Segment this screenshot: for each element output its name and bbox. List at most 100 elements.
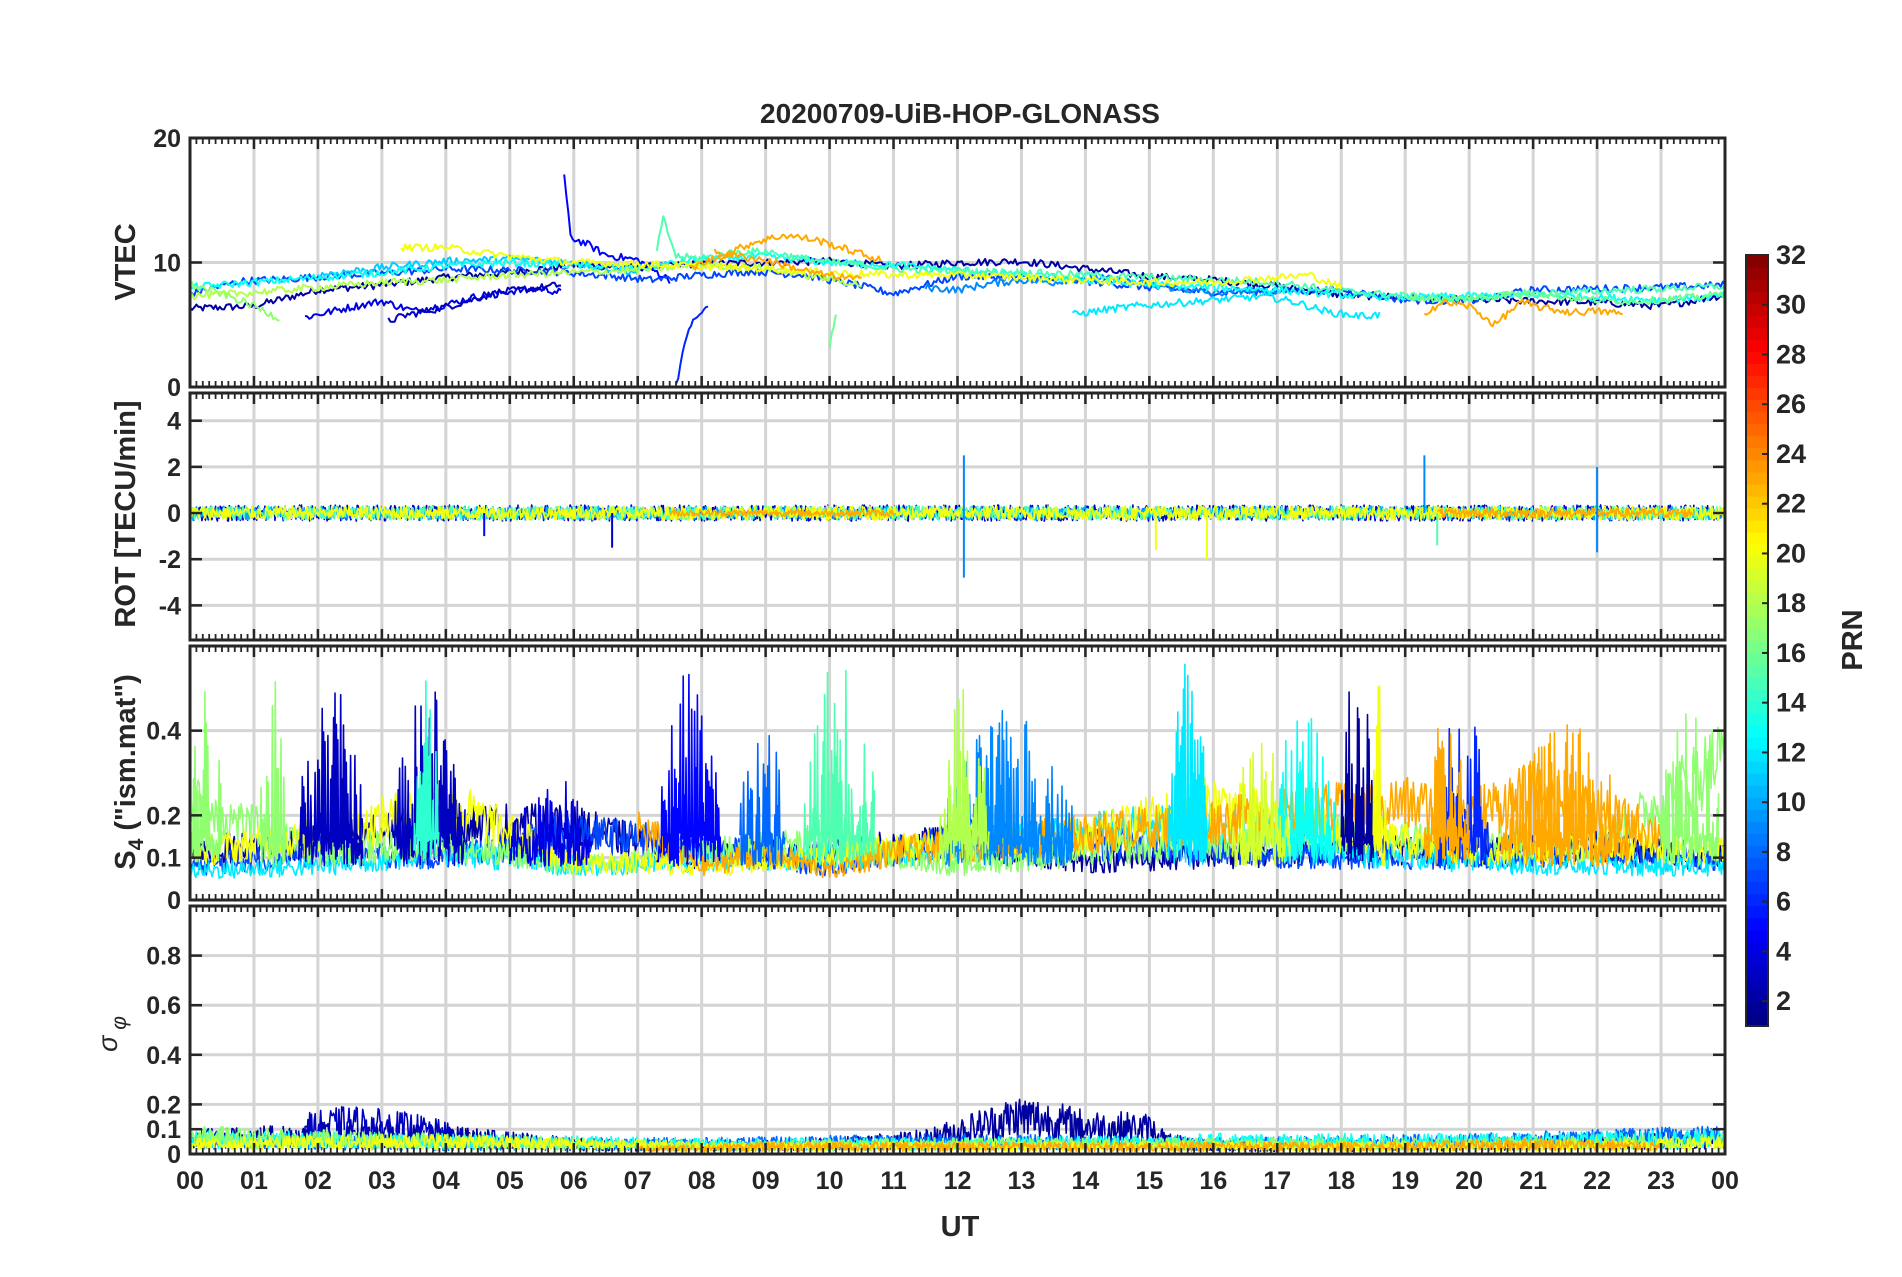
colorbar-swatch (1746, 592, 1768, 605)
xtick-label: 06 (560, 1167, 588, 1195)
colorbar-swatch (1746, 471, 1768, 485)
xtick-label: 10 (816, 1167, 844, 1195)
s4-burst-prn15 (803, 669, 876, 866)
s4-burst-prn17 (190, 690, 223, 863)
colorbar-swatch (1746, 351, 1768, 365)
xtick-label: 00 (1711, 1167, 1739, 1195)
colorbar-tick-label: 14 (1776, 688, 1806, 718)
xtick-label: 05 (496, 1167, 524, 1195)
colorbar-tick-label: 6 (1776, 887, 1791, 917)
xtick-label: 22 (1583, 1167, 1611, 1195)
ytick-label-sigma_phi: 0 (167, 1141, 181, 1169)
colorbar-swatch (1746, 905, 1768, 919)
s4-burst-prn4 (509, 780, 594, 867)
vtec-series-prn23 (1423, 298, 1623, 328)
colorbar-swatch (1746, 399, 1768, 413)
colorbar-swatch (1746, 411, 1768, 425)
colorbar-swatch (1746, 640, 1768, 654)
colorbar-tick-label: 26 (1776, 389, 1806, 419)
colorbar-swatch (1746, 797, 1768, 810)
colorbar-swatch (1746, 483, 1768, 497)
colorbar-swatch (1746, 953, 1768, 967)
colorbar-swatch (1746, 423, 1768, 437)
colorbar-swatch (1746, 628, 1768, 642)
xtick-label: 18 (1327, 1167, 1355, 1195)
s4-burst-prn17 (1660, 713, 1720, 867)
s4-burst-prn12 (1167, 663, 1208, 867)
vtec-series-prn23 (688, 233, 882, 271)
colorbar-swatch (1746, 568, 1768, 581)
ytick-label-vtec: 10 (153, 250, 181, 278)
xtick-label: 12 (944, 1167, 972, 1195)
colorbar-swatch (1746, 387, 1768, 401)
colorbar-swatch (1746, 881, 1768, 895)
ytick-label-rot: -2 (159, 546, 181, 574)
xtick-label: 08 (688, 1167, 716, 1195)
xtick-label: 21 (1519, 1167, 1547, 1195)
vtec-series-prn16 (1404, 288, 1725, 306)
colorbar-swatch (1746, 869, 1768, 883)
frame-sigma_phi (188, 904, 1727, 1156)
xtick-label: 09 (752, 1167, 780, 1195)
xtick-label: 17 (1263, 1167, 1291, 1195)
colorbar-swatch (1746, 965, 1768, 979)
colorbar-swatch (1746, 339, 1768, 352)
ytick-label-s4: 0.1 (146, 845, 181, 873)
colorbar-swatch (1746, 664, 1768, 678)
s4-series-prn23 (636, 761, 1662, 879)
xlabel: UT (941, 1211, 980, 1243)
colorbar-tick-label: 20 (1776, 538, 1806, 568)
vtec-series-prn20 (400, 243, 1343, 290)
colorbar-swatch (1746, 712, 1768, 726)
ylabel-sigma: σ (93, 1034, 123, 1052)
ytick-label-rot: 4 (167, 408, 181, 436)
s4-burst-prn8 (739, 734, 786, 867)
colorbar-swatch (1746, 604, 1768, 618)
colorbar-tick-label: 22 (1776, 489, 1806, 519)
colorbar-swatch (1746, 893, 1768, 907)
ytick-label-s4: 0 (167, 887, 181, 915)
colorbar-swatch (1746, 327, 1768, 340)
xtick-label: 16 (1199, 1167, 1227, 1195)
rot-series-prn23 (1437, 507, 1694, 519)
rot-series-prn20 (190, 505, 1725, 521)
chart-title: 20200709-UiB-HOP-GLONASS (760, 98, 1160, 129)
ytick-label-sigma_phi: 0.2 (146, 1091, 181, 1119)
colorbar-tick-label: 18 (1776, 588, 1806, 618)
panel-rot: -4 -2 0 2 4 (159, 391, 1727, 642)
ytick-label-sigma_phi: 0.1 (146, 1116, 181, 1144)
colorbar-swatch (1746, 532, 1768, 545)
panel-s4: 0 0.1 0.2 0.4 (146, 644, 1727, 915)
rot-series-prn15 (190, 505, 1725, 521)
panel-sigma-phi: 00.10.2 0.4 0.6 0.8 00 01 02 03 04 05 06 07 08 09 10 11… (146, 904, 1739, 1195)
colorbar-swatch (1746, 652, 1768, 666)
colorbar-swatch (1746, 977, 1768, 991)
ytick-label-s4: 0.4 (146, 718, 181, 746)
data-vtec (190, 174, 1725, 385)
s4-burst-prn18 (937, 688, 991, 865)
data-rot (190, 455, 1725, 578)
xtick-label: 20 (1455, 1167, 1483, 1195)
s4-burst-prn17 (259, 680, 287, 867)
colorbar-swatch (1746, 676, 1768, 690)
colorbar-swatch (1746, 291, 1768, 304)
colorbar-swatch (1746, 736, 1768, 750)
vtec-series-prn11 (317, 254, 639, 280)
ytick-label-s4: 0.2 (146, 802, 181, 830)
xtick-label: 02 (304, 1167, 332, 1195)
panel-vtec: 0 10 20 (153, 125, 1727, 402)
s4-burst-prn23 (1423, 727, 1470, 866)
sigma-series-prn3 (304, 1106, 466, 1148)
colorbar-swatch (1746, 929, 1768, 943)
colorbar-swatch (1746, 1013, 1768, 1027)
vtec-series-prn13 (190, 252, 1725, 305)
xtick-label: 15 (1135, 1167, 1163, 1195)
colorbar-swatch (1746, 724, 1768, 738)
vtec-series-prn6 (675, 305, 709, 385)
frame-s4 (188, 644, 1727, 902)
rot-series-prn23 (669, 508, 895, 518)
vtec-series-prn12 (1071, 291, 1381, 320)
colorbar-swatch (1746, 267, 1768, 280)
